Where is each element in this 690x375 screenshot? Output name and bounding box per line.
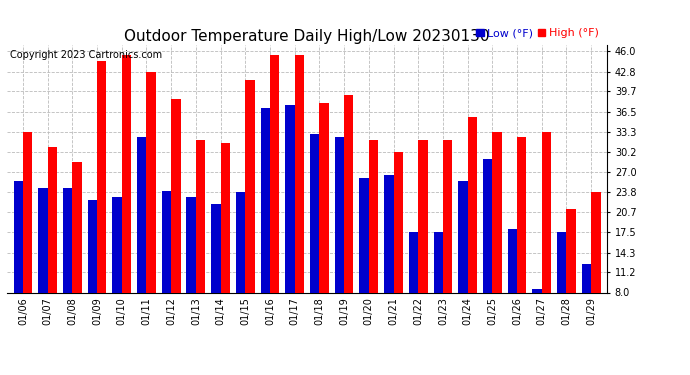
Bar bbox=[285, 105, 295, 292]
Text: Copyright 2023 Cartronics.com: Copyright 2023 Cartronics.com bbox=[10, 50, 162, 60]
Bar bbox=[418, 140, 428, 292]
Bar bbox=[23, 132, 32, 292]
Bar bbox=[221, 143, 230, 292]
Bar bbox=[393, 152, 403, 292]
Bar bbox=[566, 209, 576, 292]
Bar bbox=[319, 104, 329, 292]
Bar bbox=[97, 61, 106, 292]
Bar bbox=[458, 182, 468, 292]
Bar bbox=[493, 132, 502, 292]
Bar bbox=[517, 137, 526, 292]
Bar bbox=[409, 232, 418, 292]
Bar bbox=[112, 197, 121, 292]
Bar bbox=[369, 140, 378, 292]
Bar bbox=[161, 191, 171, 292]
Bar bbox=[508, 229, 517, 292]
Bar bbox=[137, 137, 146, 292]
Legend: Low (°F), High (°F): Low (°F), High (°F) bbox=[476, 28, 599, 38]
Bar bbox=[582, 264, 591, 292]
Bar bbox=[245, 80, 255, 292]
Bar bbox=[335, 137, 344, 292]
Bar bbox=[121, 54, 131, 292]
Bar bbox=[88, 201, 97, 292]
Bar bbox=[236, 192, 245, 292]
Bar bbox=[310, 134, 319, 292]
Bar bbox=[261, 108, 270, 292]
Bar bbox=[38, 188, 48, 292]
Bar bbox=[211, 204, 221, 292]
Bar bbox=[591, 192, 600, 292]
Bar bbox=[542, 132, 551, 292]
Bar bbox=[14, 182, 23, 292]
Bar bbox=[186, 197, 196, 292]
Bar bbox=[72, 162, 81, 292]
Bar bbox=[295, 54, 304, 292]
Title: Outdoor Temperature Daily High/Low 20230130: Outdoor Temperature Daily High/Low 20230… bbox=[124, 29, 490, 44]
Bar bbox=[171, 99, 181, 292]
Bar bbox=[359, 178, 369, 292]
Bar bbox=[483, 159, 493, 292]
Bar bbox=[468, 117, 477, 292]
Bar bbox=[63, 188, 72, 292]
Bar bbox=[196, 140, 205, 292]
Bar bbox=[48, 147, 57, 292]
Bar bbox=[443, 140, 453, 292]
Bar bbox=[557, 232, 566, 292]
Bar bbox=[533, 290, 542, 292]
Bar bbox=[433, 232, 443, 292]
Bar bbox=[344, 94, 353, 292]
Bar bbox=[146, 72, 156, 292]
Bar bbox=[384, 175, 393, 292]
Bar bbox=[270, 54, 279, 292]
